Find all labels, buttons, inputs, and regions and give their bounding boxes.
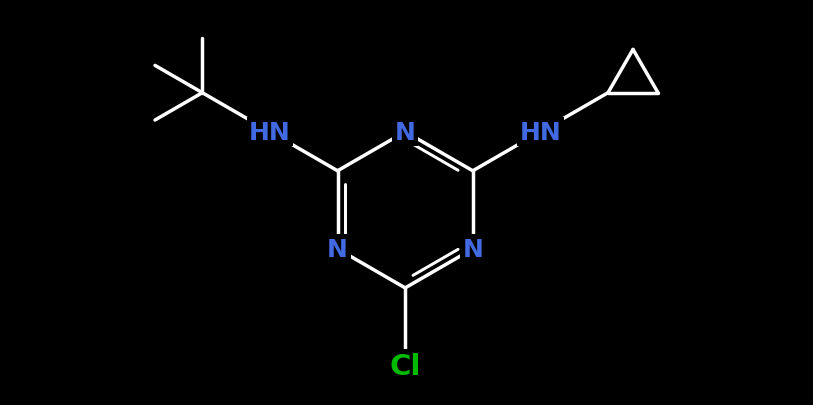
Text: Cl: Cl xyxy=(389,352,421,380)
Text: N: N xyxy=(463,237,483,261)
Text: N: N xyxy=(395,120,415,144)
Text: HN: HN xyxy=(249,120,291,144)
Text: HN: HN xyxy=(520,120,561,144)
Text: N: N xyxy=(327,237,348,261)
